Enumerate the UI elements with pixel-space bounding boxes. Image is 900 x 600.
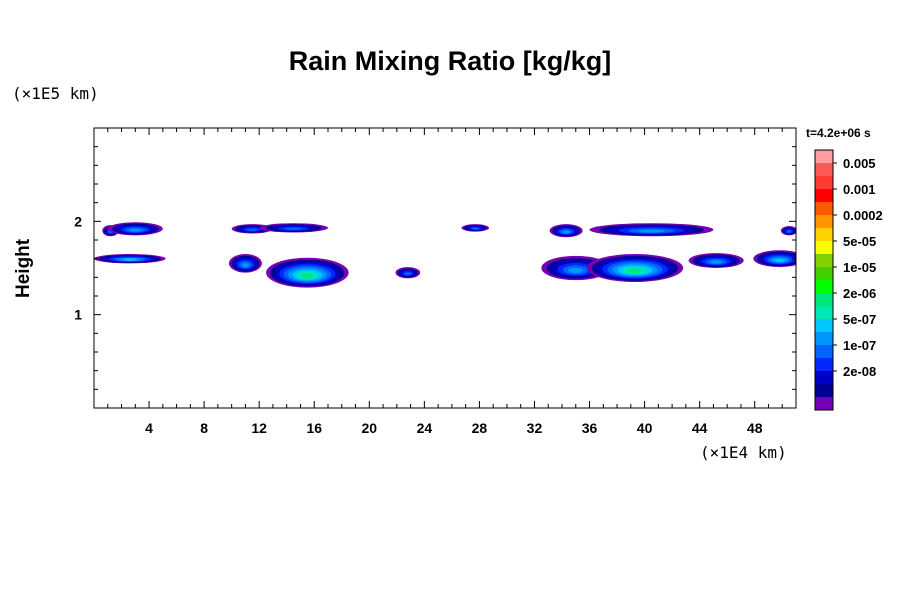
rain-region-2-level-6	[123, 258, 137, 261]
colorbar-label: 0.001	[843, 182, 876, 197]
colorbar-swatch	[815, 215, 833, 228]
x-tick-label: 8	[200, 420, 208, 436]
x-tick-label: 24	[417, 420, 433, 436]
colorbar-label: 0.0002	[843, 208, 883, 223]
x-tick-label: 40	[637, 420, 653, 436]
rain-region-3-level-4	[246, 228, 258, 231]
x-tick-label: 44	[692, 420, 708, 436]
colorbar-swatch	[815, 241, 833, 254]
colorbar-swatch	[815, 319, 833, 332]
rain-region-8-level-4	[471, 227, 479, 230]
rain-region-4-level-4	[284, 227, 303, 230]
colorbar-swatch	[815, 189, 833, 202]
x-axis-unit: (×1E4 km)	[700, 443, 787, 462]
x-tick-label: 36	[582, 420, 598, 436]
colorbar-swatch	[815, 150, 833, 163]
rain-region-5-level-5	[241, 263, 250, 268]
chart-title: Rain Mixing Ratio [kg/kg]	[288, 46, 612, 76]
x-tick-label: 48	[747, 420, 763, 436]
colorbar-frame	[814, 149, 834, 411]
colorbar-swatch	[815, 254, 833, 267]
colorbar-swatch	[815, 397, 833, 410]
rain-region-14-level-6	[774, 258, 785, 262]
colorbar-swatch	[815, 176, 833, 189]
colorbar-swatch	[815, 280, 833, 293]
colorbar-swatch	[815, 345, 833, 358]
colorbar-swatch	[815, 163, 833, 176]
rain-region-7-level-4	[404, 272, 412, 276]
rain-region-12-level-8	[627, 268, 643, 274]
y-tick-label: 2	[74, 213, 82, 229]
colorbar-label: 2e-08	[843, 364, 876, 379]
x-tick-label: 16	[306, 420, 322, 436]
rain-region-11-level-5	[568, 267, 584, 274]
x-tick-label: 4	[145, 420, 153, 436]
colorbar-label: 5e-07	[843, 312, 876, 327]
x-tick-label: 20	[362, 420, 378, 436]
time-label: t=4.2e+06 s	[806, 126, 871, 140]
colorbar-label: 5e-05	[843, 234, 876, 249]
rain-region-15-level-4	[786, 230, 792, 233]
colorbar-swatch	[815, 384, 833, 397]
colorbar-swatch	[815, 202, 833, 215]
rain-region-10-level-5	[637, 229, 666, 233]
rain-region-6-level-8	[301, 273, 314, 279]
x-tick-label: 12	[251, 420, 267, 436]
rain-region-13-level-5	[710, 260, 723, 264]
colorbar-swatch	[815, 358, 833, 371]
colorbar-swatch	[815, 267, 833, 280]
y-tick-label: 1	[74, 307, 82, 323]
rain-region-1-level-5	[129, 228, 142, 232]
colorbar-swatch	[815, 332, 833, 345]
colorbar-label: 1e-05	[843, 260, 876, 275]
rain-region-9-level-5	[562, 230, 570, 234]
colorbar-label: 0.005	[843, 156, 876, 171]
colorbar-label: 2e-06	[843, 286, 876, 301]
y-axis-unit: (×1E5 km)	[12, 84, 99, 103]
x-tick-label: 28	[472, 420, 488, 436]
contour-field	[94, 222, 796, 288]
colorbar-swatch	[815, 293, 833, 306]
colorbar-swatch	[815, 228, 833, 241]
x-tick-label: 32	[527, 420, 543, 436]
colorbar-label: 1e-07	[843, 338, 876, 353]
colorbar-swatch	[815, 371, 833, 384]
plot-frame	[93, 127, 797, 409]
colorbar-swatch	[815, 306, 833, 319]
